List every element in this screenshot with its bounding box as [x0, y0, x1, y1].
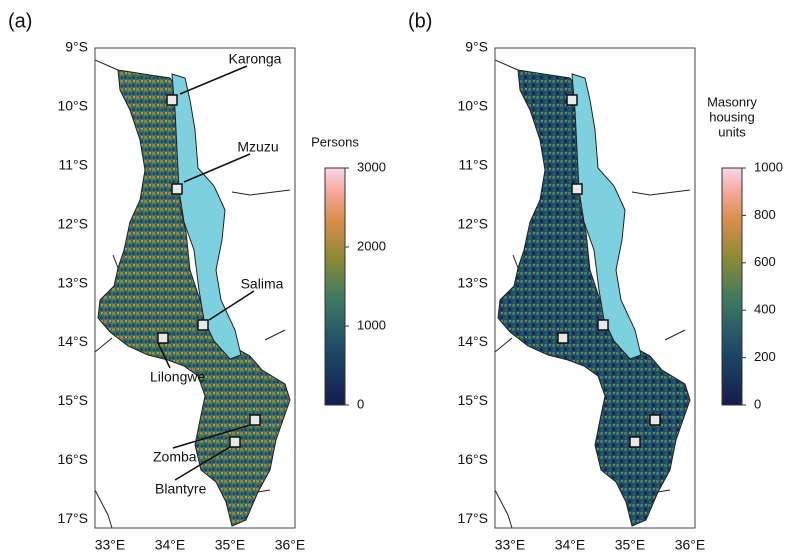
neighbor-border: [664, 329, 686, 341]
lat-label: 10°S: [57, 98, 88, 114]
city-marker: [571, 183, 583, 195]
lat-label: 13°S: [57, 274, 88, 290]
colorbar-tick-label: 0: [754, 396, 761, 411]
map-area: [495, 59, 691, 528]
map-area: [95, 59, 291, 528]
colorbar-tick-label: 0: [357, 396, 364, 411]
lake-malawi: [571, 73, 642, 360]
lat-label: 12°S: [457, 215, 488, 231]
colorbar-tick-label: 3000: [357, 159, 386, 174]
callout-line: [183, 153, 251, 183]
lat-label: 15°S: [457, 392, 488, 408]
lat-label: 9°S: [65, 39, 88, 55]
colorbar-tick-label: 2000: [357, 238, 386, 253]
country: [497, 69, 691, 527]
callout-line: [179, 65, 248, 95]
colorbar: [324, 167, 346, 406]
callout-line: [208, 290, 255, 321]
city-marker: [249, 414, 261, 426]
colorbar-tick-label: 1000: [357, 317, 386, 332]
colorbar-title: housing: [709, 109, 755, 124]
neighbor-border: [495, 337, 513, 353]
lon-label: 35°E: [215, 537, 246, 553]
neighbor-border: [257, 489, 271, 493]
city-marker: [597, 319, 609, 331]
neighbor-border: [95, 59, 119, 71]
country: [97, 69, 291, 527]
city-marker: [171, 183, 183, 195]
map-frame: [94, 47, 296, 529]
callout-line: [157, 342, 171, 369]
lat-label: 16°S: [57, 451, 88, 467]
callout-line: [172, 424, 251, 449]
map-panel: (a) 9°S 10°S 11°S 12°S 13°S 14°S 15°S 16°S 17°S 33…: [8, 10, 386, 552]
city-label: Salima: [241, 276, 284, 292]
map-frame: [494, 47, 696, 529]
city-label: Mzuzu: [237, 139, 278, 155]
neighbor-border: [231, 189, 291, 196]
city-marker: [649, 414, 661, 426]
lat-label: 11°S: [59, 157, 88, 173]
neighbor-border: [631, 189, 691, 196]
city-marker: [229, 436, 241, 448]
lon-label: 33°E: [495, 537, 526, 553]
neighbor-border: [112, 254, 119, 269]
lat-label: 17°S: [57, 510, 88, 526]
lat-label: 14°S: [457, 333, 488, 349]
lat-label: 12°S: [57, 215, 88, 231]
lat-label: 10°S: [457, 98, 488, 114]
callout-line: [174, 446, 231, 481]
map-panel: (b) 9°S 10°S 11°S 12°S 13°S 14°S 15°S 16°S 17°S 33…: [408, 10, 783, 552]
neighbor-border: [495, 489, 513, 528]
lat-label: 17°S: [457, 510, 488, 526]
lon-label: 36°E: [675, 537, 706, 553]
neighbor-border: [495, 59, 519, 71]
colorbar: [721, 167, 743, 406]
city-marker: [166, 94, 178, 106]
city-marker: [566, 94, 578, 106]
panel-label: (a): [8, 10, 32, 32]
lat-label: 14°S: [57, 333, 88, 349]
neighbor-border: [95, 337, 113, 353]
city-marker: [557, 332, 569, 344]
city-marker: [629, 436, 641, 448]
neighbor-border: [264, 329, 286, 341]
colorbar-tick-label: 400: [754, 302, 776, 317]
lon-label: 34°E: [555, 537, 586, 553]
lat-label: 15°S: [57, 392, 88, 408]
city-marker: [197, 319, 209, 331]
lon-label: 35°E: [615, 537, 646, 553]
colorbar-tick-label: 1000: [754, 159, 783, 174]
city-label: Lilongwe: [150, 369, 205, 385]
panel-label: (b): [408, 10, 432, 32]
colorbar-tick-label: 200: [754, 349, 776, 364]
city-label: Blantyre: [155, 481, 207, 497]
lat-label: 13°S: [457, 274, 488, 290]
lake-malawi: [171, 73, 242, 360]
lon-label: 36°E: [275, 537, 306, 553]
city-marker: [157, 332, 169, 344]
colorbar-title: units: [718, 124, 746, 139]
neighbor-border: [95, 489, 113, 528]
lon-label: 34°E: [155, 537, 186, 553]
colorbar-title: Persons: [311, 134, 359, 149]
city-label: Karonga: [229, 51, 282, 67]
lat-label: 11°S: [459, 157, 488, 173]
neighbor-border: [657, 489, 671, 493]
neighbor-border: [512, 254, 519, 269]
colorbar-tick-label: 600: [754, 254, 776, 269]
colorbar-title: Masonry: [707, 94, 757, 109]
lon-label: 33°E: [95, 537, 126, 553]
lat-label: 16°S: [457, 451, 488, 467]
city-label: Zomba: [153, 449, 197, 465]
colorbar-tick-label: 800: [754, 207, 776, 222]
lat-label: 9°S: [465, 39, 488, 55]
